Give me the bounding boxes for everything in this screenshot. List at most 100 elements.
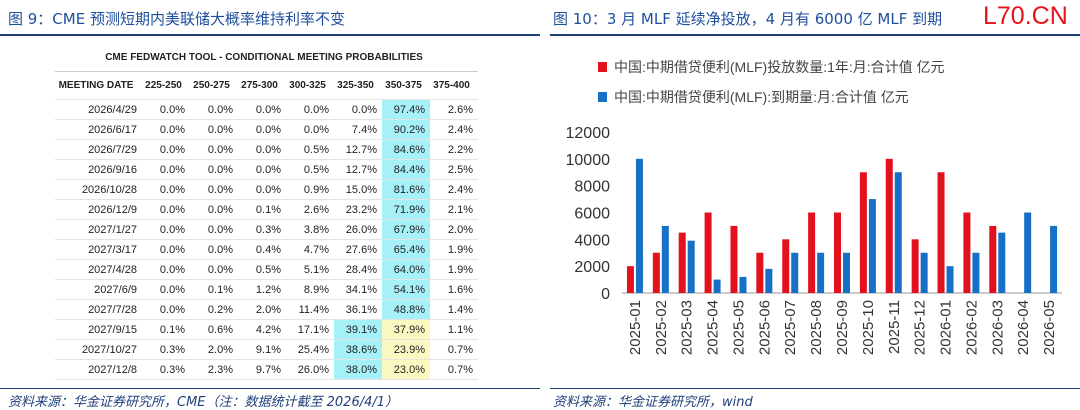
probability-cell: 3.8% (286, 219, 334, 240)
probability-cell: 1.4% (430, 299, 478, 320)
meeting-date: 2026/9/16 (55, 159, 142, 180)
probability-cell: 25.4% (286, 339, 334, 360)
y-tick-label: 10000 (566, 152, 611, 169)
probability-cell: 0.0% (190, 239, 238, 260)
probability-cell: 48.8% (382, 299, 430, 320)
table-row: 2027/9/15 0.1% 0.6% 4.2% 17.1% 39.1% 37.9% 1.1% (55, 319, 478, 340)
probability-cell: 0.0% (238, 99, 286, 120)
x-tick-label: 2026-03 (989, 300, 1006, 355)
probability-cell: 54.1% (382, 279, 430, 300)
probability-cell: 8.9% (286, 279, 334, 300)
probability-cell: 65.4% (382, 239, 430, 260)
probability-cell: 2.0% (238, 299, 286, 320)
bar (730, 225, 738, 293)
probability-cell: 37.9% (382, 319, 430, 340)
bar (920, 252, 928, 293)
x-tick-label: 2025-05 (730, 300, 747, 355)
bar (704, 212, 712, 293)
bar (998, 232, 1006, 293)
legend-label: 中国:中期借贷便利(MLF):到期量:月:合计值 亿元 (614, 89, 909, 105)
probability-cell: 1.9% (430, 259, 478, 280)
bar (834, 212, 841, 293)
x-tick-label: 2025-08 (808, 300, 825, 355)
probability-cell: 0.0% (334, 99, 382, 120)
probability-cell: 0.7% (430, 359, 478, 380)
probability-cell: 28.4% (334, 259, 382, 280)
table-row: 2027/12/8 0.3% 2.3% 9.7% 26.0% 38.0% 23.0% 0.7% (55, 359, 478, 380)
probability-cell: 0.0% (238, 159, 286, 180)
probability-cell: 0.0% (190, 119, 238, 140)
y-tick-label: 0 (601, 286, 610, 303)
table-row: 2027/3/17 0.0% 0.0% 0.4% 4.7% 27.6% 65.4% 1.9% (55, 239, 478, 260)
table-row: 2027/7/28 0.0% 0.2% 2.0% 11.4% 36.1% 48.8% 1.4% (55, 299, 478, 320)
probability-cell: 12.7% (334, 139, 382, 160)
bar (885, 158, 893, 293)
probability-cell: 0.0% (238, 179, 286, 200)
probability-cell: 0.0% (190, 179, 238, 200)
bar (817, 252, 825, 293)
meeting-date: 2027/7/28 (55, 299, 142, 320)
probability-cell: 2.6% (430, 99, 478, 120)
probability-cell: 38.0% (334, 359, 382, 380)
probability-cell: 0.0% (142, 239, 190, 260)
probability-cell: 11.4% (286, 299, 334, 320)
column-header: 250-275 (190, 71, 238, 100)
table-row: 2027/6/9 0.0% 0.1% 1.2% 8.9% 34.1% 54.1% 1.6% (55, 279, 478, 300)
meeting-date: 2027/10/27 (55, 339, 142, 360)
probability-cell: 0.5% (238, 259, 286, 280)
probability-cell: 2.0% (190, 339, 238, 360)
bar (626, 266, 634, 293)
bar (963, 212, 971, 293)
probability-cell: 23.9% (382, 339, 430, 360)
probability-cell: 2.1% (430, 199, 478, 220)
x-tick-label: 2025-09 (834, 300, 851, 355)
probability-cell: 64.0% (382, 259, 430, 280)
probability-cell: 71.9% (382, 199, 430, 220)
meeting-date: 2026/10/28 (55, 179, 142, 200)
x-tick-label: 2025-03 (679, 300, 696, 355)
probability-cell: 0.0% (286, 99, 334, 120)
x-tick-label: 2025-10 (860, 300, 877, 355)
bar (756, 252, 764, 293)
probability-cell: 0.0% (142, 299, 190, 320)
probability-cell: 12.7% (334, 159, 382, 180)
x-tick-label: 2025-12 (912, 300, 929, 355)
bar (972, 252, 980, 293)
watermark: L70.CN (983, 2, 1068, 30)
probability-cell: 0.2% (190, 299, 238, 320)
y-tick-label: 8000 (574, 179, 610, 196)
y-tick-label: 4000 (574, 232, 610, 249)
bar (937, 172, 945, 293)
meeting-date: 2026/12/9 (55, 199, 142, 220)
table-row: 2026/12/9 0.0% 0.0% 0.1% 2.6% 23.2% 71.9% 2.1% (55, 199, 478, 220)
table-header: CME FEDWATCH TOOL - CONDITIONAL MEETING … (55, 44, 478, 72)
footer-rule (550, 388, 1080, 389)
meeting-date: 2027/3/17 (55, 239, 142, 260)
probability-cell: 0.0% (142, 199, 190, 220)
probability-cell: 39.1% (334, 319, 382, 340)
bar (739, 276, 747, 293)
meeting-date: 2026/4/29 (55, 99, 142, 120)
bar (989, 225, 997, 293)
bar (859, 172, 867, 293)
bar (782, 239, 790, 293)
probability-cell: 81.6% (382, 179, 430, 200)
probability-cell: 38.6% (334, 339, 382, 360)
probability-cell: 0.0% (190, 199, 238, 220)
bar (661, 225, 669, 293)
column-header: 350-375 (382, 71, 430, 100)
probability-cell: 7.4% (334, 119, 382, 140)
bar (1050, 225, 1058, 293)
bar (911, 239, 919, 293)
probability-cell: 2.5% (430, 159, 478, 180)
bar (687, 240, 695, 293)
legend-swatch (598, 62, 607, 72)
table-row: 2027/1/27 0.0% 0.0% 0.3% 3.8% 26.0% 67.9% 2.0% (55, 219, 478, 240)
probability-cell: 97.4% (382, 99, 430, 120)
probability-cell: 0.0% (238, 139, 286, 160)
column-header: 300-325 (286, 71, 334, 100)
probability-cell: 0.0% (190, 219, 238, 240)
left-source: 资料来源：华金证券研究所，CME（注：数据统计截至 2026/4/1） (8, 395, 399, 410)
probability-cell: 1.6% (430, 279, 478, 300)
probability-cell: 0.1% (190, 279, 238, 300)
